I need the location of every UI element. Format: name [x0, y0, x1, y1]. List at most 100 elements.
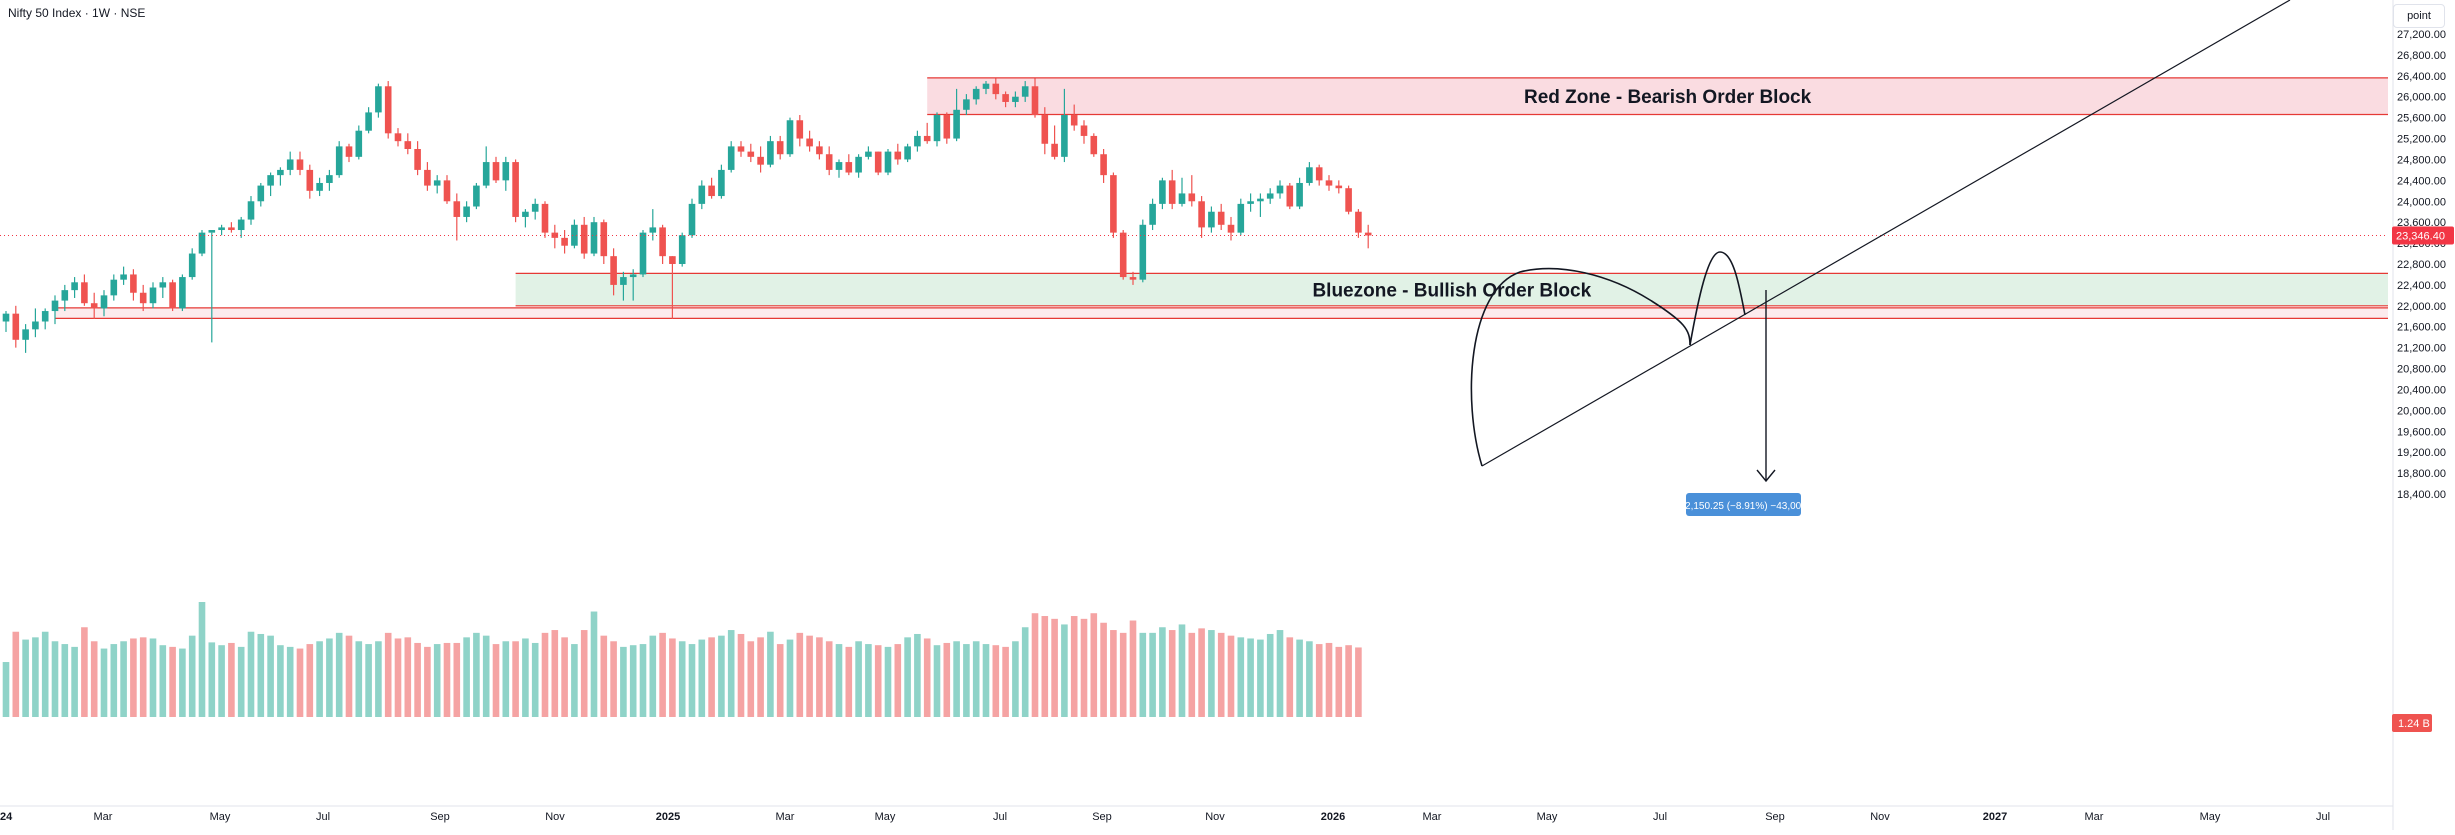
candle-body [1276, 185, 1284, 194]
candle-body [1208, 211, 1215, 228]
volume-bar [933, 645, 941, 717]
x-tick-label: Nov [1870, 811, 1890, 823]
candle-body [179, 277, 186, 309]
x-tick-label: Jul [316, 811, 330, 823]
volume-bar [825, 641, 833, 717]
volume-bar [629, 645, 637, 717]
cup-curve [1470, 267, 1691, 467]
candle-body [326, 175, 333, 183]
x-tick-label: 2026 [1321, 811, 1345, 823]
volume-bar [776, 644, 784, 717]
volume-bar [561, 637, 568, 717]
x-tick-label: May [875, 811, 896, 823]
candle-body [845, 162, 853, 173]
measure-label-box [1686, 493, 1801, 516]
volume-bar [904, 637, 911, 717]
candle-body [1237, 203, 1245, 233]
y-tick-label: 25,600.00 [2397, 113, 2446, 125]
candle-body [110, 279, 118, 296]
volume-bar [678, 641, 686, 717]
candle-body [1198, 201, 1205, 228]
volume-bar [1296, 639, 1303, 717]
candle-body [228, 227, 235, 231]
volume-bar [433, 644, 441, 717]
volume-bar [100, 648, 108, 717]
candle-body [972, 88, 980, 100]
volume-bar [571, 644, 578, 717]
x-tick-label: May [2200, 811, 2221, 823]
candle-body [443, 180, 451, 202]
candle-body [218, 227, 225, 231]
candle-body [698, 185, 706, 204]
x-tick-label: Nov [545, 811, 565, 823]
y-tick-label: 20,000.00 [2397, 405, 2446, 417]
y-tick-label: 18,400.00 [2397, 489, 2446, 501]
volume-bar [855, 641, 862, 717]
candle-body [355, 130, 363, 157]
candle-body [41, 311, 49, 322]
candle-body [1012, 96, 1019, 102]
candle-body [796, 120, 804, 139]
volume-bar [649, 635, 657, 717]
candle-body [1286, 185, 1294, 207]
candle-body [208, 230, 216, 233]
candle-body [100, 295, 108, 309]
candle-body [747, 151, 755, 157]
volume-bar [208, 642, 216, 717]
candle-body [943, 115, 951, 139]
candle-body [600, 222, 608, 257]
candle-body [1217, 211, 1225, 225]
volume-bar [404, 637, 412, 717]
candle-body [659, 227, 666, 257]
candle-body [61, 290, 69, 301]
volume-bar [512, 641, 519, 717]
candle-body [12, 313, 20, 340]
y-tick-label: 22,000.00 [2397, 301, 2446, 313]
y-tick-label: 26,400.00 [2397, 71, 2446, 83]
candle-body [1335, 185, 1343, 189]
candle-body [757, 156, 764, 165]
candle-body [620, 277, 627, 285]
candle-body [835, 162, 843, 170]
candle-body [727, 146, 735, 170]
y-tick-label: 22,800.00 [2397, 259, 2446, 271]
candle-body [776, 141, 784, 155]
volume-bar [22, 639, 29, 717]
candle-body [982, 83, 990, 89]
y-tick-label: 21,600.00 [2397, 322, 2446, 334]
volume-bar [972, 641, 980, 717]
volume-bar [963, 644, 970, 717]
candle-body [394, 133, 402, 142]
y-tick-label: 27,200.00 [2397, 29, 2446, 41]
volume-bar [1355, 647, 1362, 717]
x-tick-label: 2027 [1983, 811, 2007, 823]
y-tick-label: 19,200.00 [2397, 447, 2446, 459]
volume-bar [757, 637, 764, 717]
volume-bar [816, 637, 823, 717]
volume-bar [286, 646, 294, 717]
unit-button[interactable]: point [2393, 4, 2445, 28]
volume-bar [874, 645, 882, 717]
x-tick-label: Mar [2085, 811, 2104, 823]
volume-bar [1061, 624, 1068, 717]
volume-bar [1325, 642, 1333, 717]
volume-bar [1217, 632, 1225, 717]
volume-bar [139, 637, 147, 717]
volume-bar [71, 646, 78, 717]
candle-body [424, 169, 431, 186]
x-tick-label: Nov [1205, 811, 1225, 823]
y-tick-label: 20,800.00 [2397, 364, 2446, 376]
y-tick-label: 25,200.00 [2397, 134, 2446, 146]
volume-bar [943, 642, 951, 717]
candle-body [316, 182, 323, 191]
candle-body [90, 303, 98, 309]
candle-body [992, 83, 1000, 95]
volume-bar [953, 641, 960, 717]
candle-body [561, 237, 568, 246]
volume-bar [247, 631, 255, 717]
volume-bar [492, 644, 500, 717]
candle-body [404, 141, 412, 149]
volume-bar [384, 632, 392, 717]
chart-title: Nifty 50 Index · 1W · NSE [8, 6, 146, 20]
